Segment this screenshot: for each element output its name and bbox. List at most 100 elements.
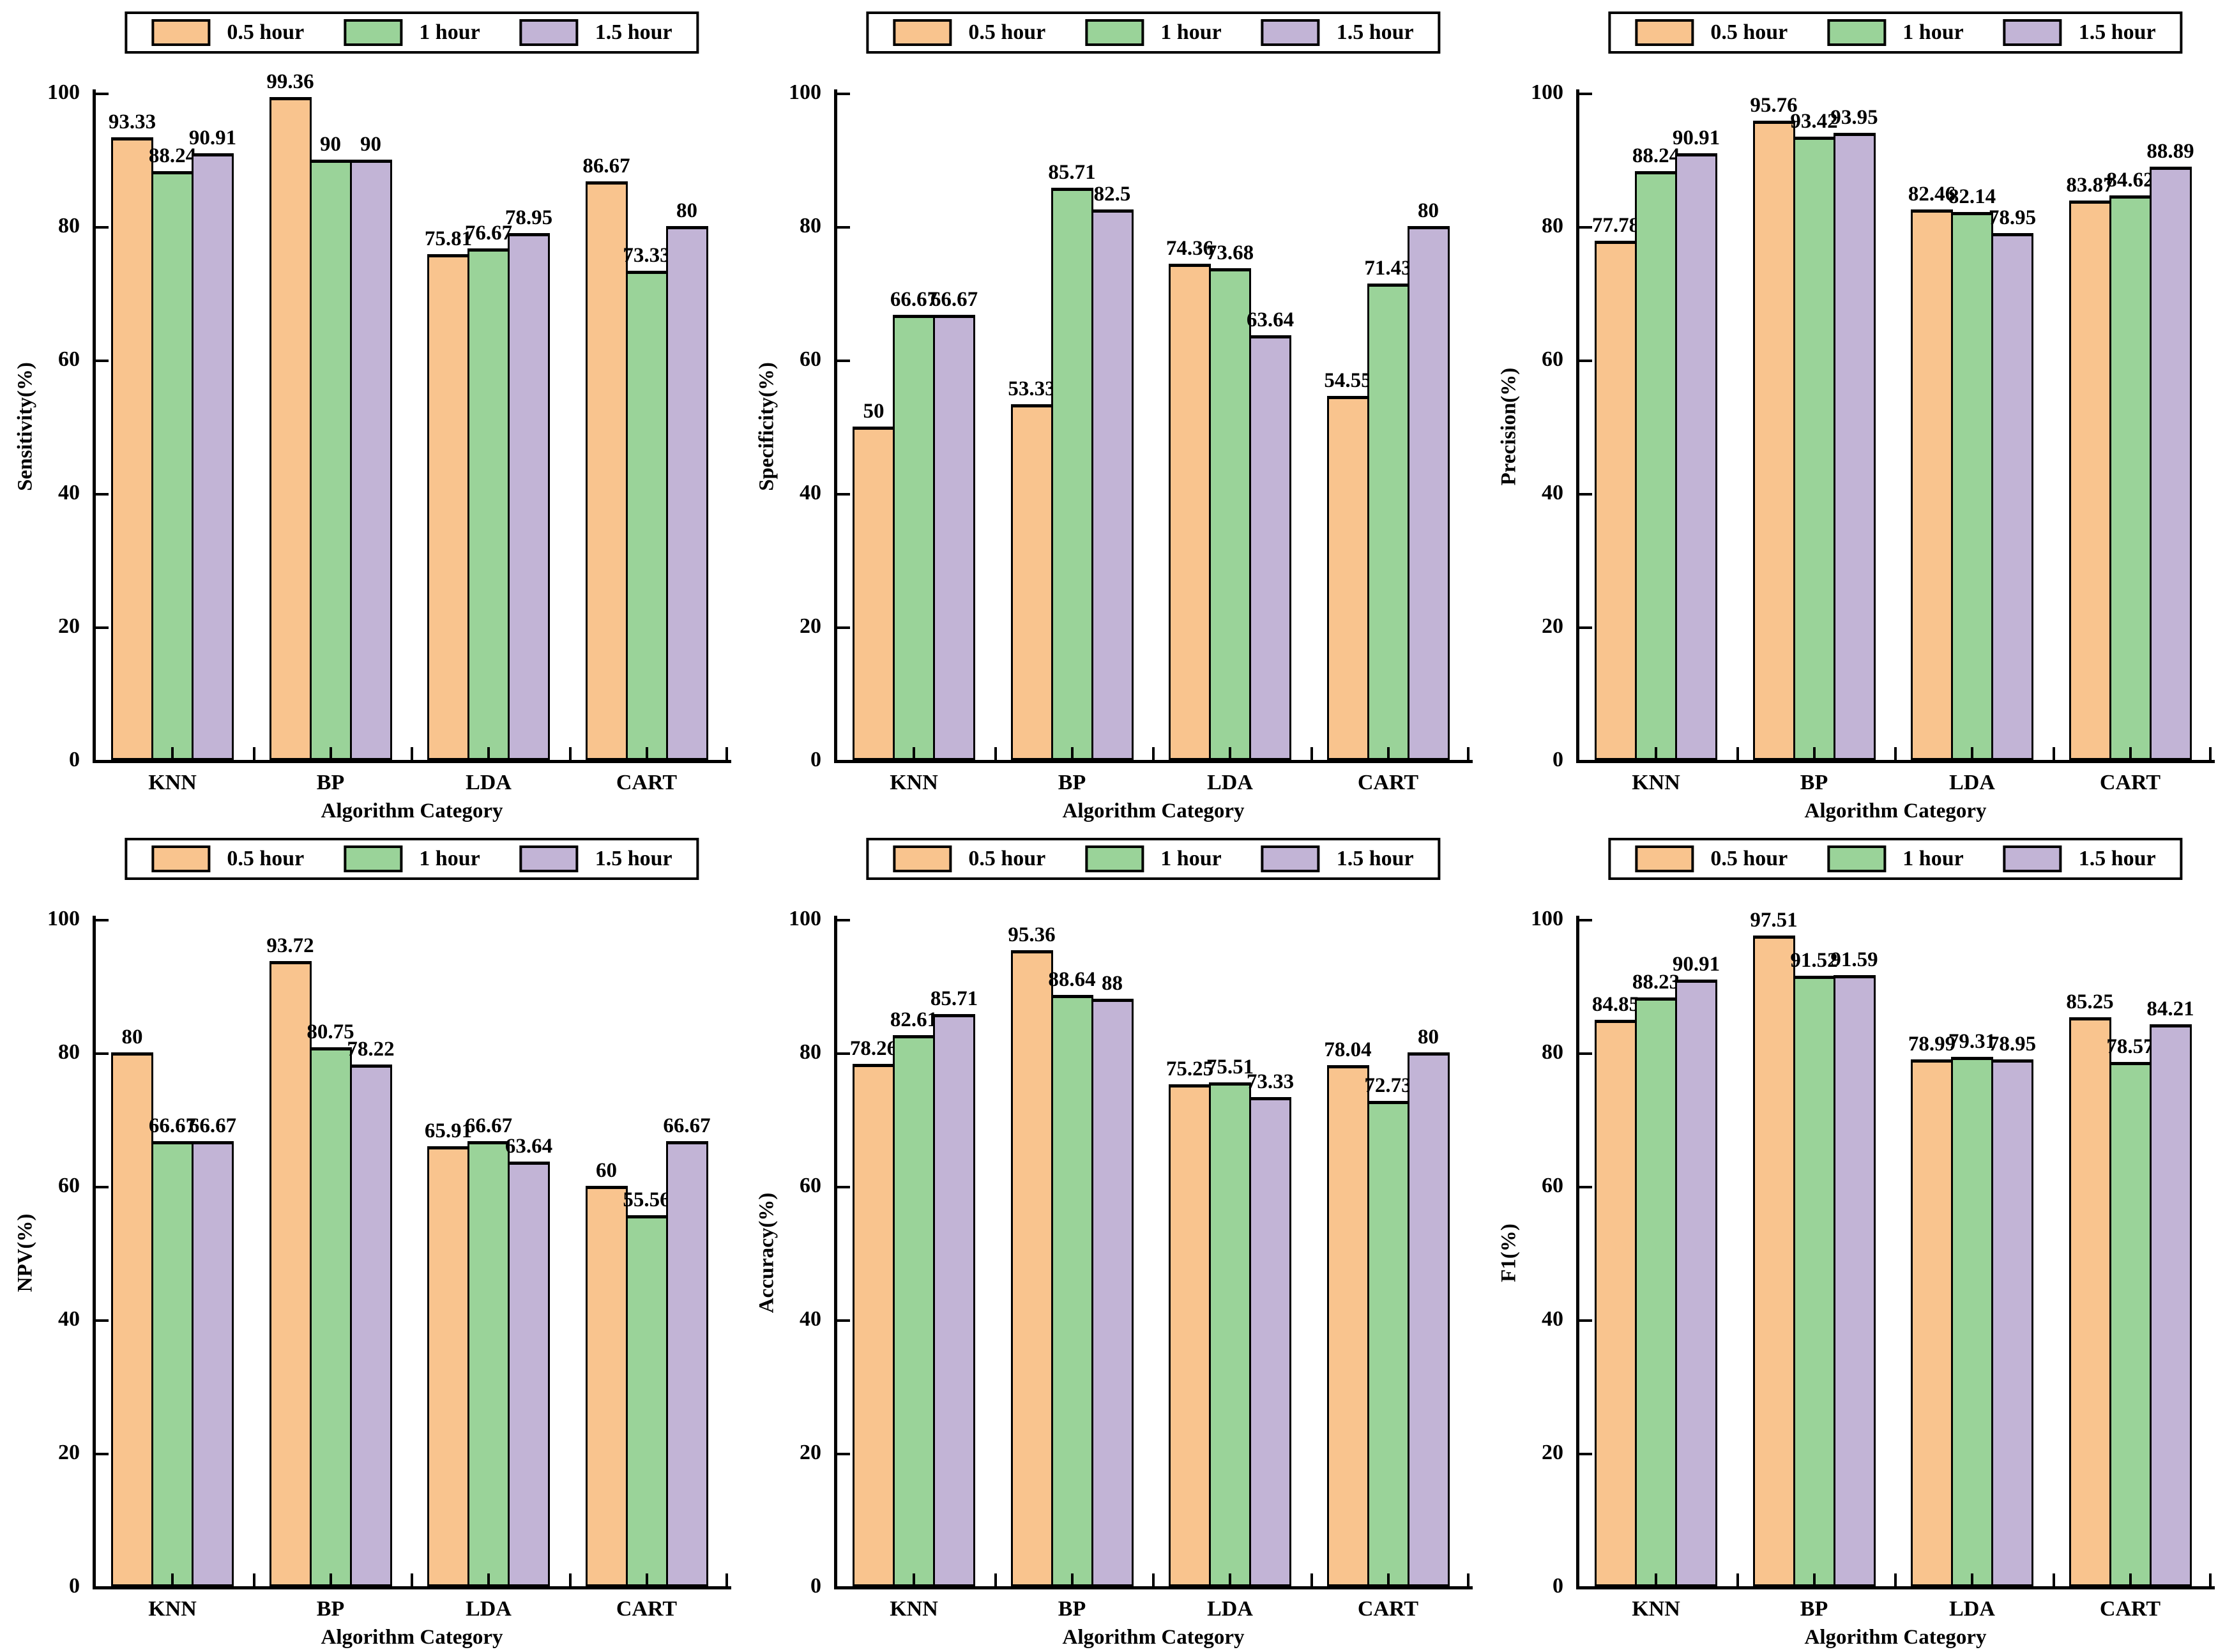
y-tick-label: 0 — [810, 748, 821, 771]
legend-label: 0.5 hour — [968, 847, 1046, 870]
bar-value-label: 72.73 — [1364, 1073, 1412, 1097]
x-tick-mark — [913, 747, 915, 760]
bar-value-label: 63.64 — [505, 1134, 553, 1158]
y-tick-label: 40 — [58, 1307, 80, 1331]
x-tick-label-knn: KNN — [890, 1597, 938, 1621]
y-tick-label: 100 — [47, 80, 80, 104]
y-tick-mark — [1579, 493, 1592, 496]
bar-lda-1.5-hour — [1991, 232, 2033, 760]
x-axis-title: Algorithm Category — [321, 1626, 503, 1649]
y-tick-label: 60 — [800, 1174, 821, 1197]
x-tick-label-cart: CART — [2099, 771, 2161, 794]
legend-label: 1 hour — [419, 20, 480, 44]
bar-value-label: 77.78 — [1591, 214, 1640, 238]
x-tick-mark — [171, 747, 174, 760]
legend-swatch-icon — [1635, 19, 1694, 46]
y-tick-label: 80 — [58, 214, 80, 238]
bar-bp-1-hour — [309, 1047, 352, 1586]
y-axis-title: NPV(%) — [13, 1213, 37, 1292]
legend-item: 1 hour — [344, 19, 480, 46]
bar-value-label: 73.33 — [623, 243, 671, 267]
y-axis-line — [1576, 916, 1579, 1589]
bar-value-label: 74.36 — [1166, 236, 1214, 260]
legend-item: 0.5 hour — [1635, 845, 1788, 872]
y-tick-mark — [837, 626, 850, 629]
y-tick-mark — [1579, 1319, 1592, 1322]
bar-cart-1.5-hour — [665, 226, 708, 760]
bar-knn-1.5-hour — [1675, 153, 1717, 760]
x-tick-label-bp: BP — [1800, 771, 1828, 794]
bar-value-label: 88 — [1102, 972, 1123, 996]
y-tick-label: 80 — [1542, 1040, 1563, 1064]
y-tick-mark — [837, 1186, 850, 1188]
y-tick-mark — [837, 226, 850, 229]
legend-swatch-icon — [344, 19, 403, 46]
chart-accuracy: 0.5 hour 1 hour 1.5 hour Accuracy(%) 0 20 40 60… — [741, 826, 1483, 1652]
bar-value-label: 66.67 — [890, 288, 938, 312]
legend-swatch-icon — [1827, 19, 1887, 46]
bar-lda-1-hour — [1209, 268, 1251, 760]
x-axis-line — [834, 760, 1473, 763]
x-tick-mark — [645, 1573, 648, 1586]
x-tick-mark — [252, 747, 255, 760]
bar-value-label: 78.95 — [1988, 206, 2037, 229]
y-tick-label: 80 — [800, 1040, 821, 1064]
x-tick-mark — [1070, 747, 1074, 760]
x-tick-label-lda: LDA — [466, 771, 512, 794]
x-tick-mark — [1812, 1573, 1816, 1586]
bar-value-label: 84.85 — [1591, 993, 1640, 1017]
y-tick-mark — [1579, 1186, 1592, 1188]
bar-value-label: 78.57 — [2106, 1034, 2154, 1058]
x-tick-label-lda: LDA — [1949, 771, 1995, 794]
bar-value-label: 90.91 — [188, 126, 237, 149]
bar-knn-0.5-hour — [853, 426, 895, 760]
x-tick-label-bp: BP — [316, 771, 345, 794]
legend-swatch-icon — [893, 19, 952, 46]
x-tick-mark — [2209, 1573, 2212, 1586]
legend-label: 1.5 hour — [1336, 20, 1414, 44]
x-tick-label-lda: LDA — [466, 1597, 512, 1621]
legend-swatch-icon — [1261, 845, 1320, 872]
bar-value-label: 78.99 — [1908, 1032, 1956, 1056]
y-tick-mark — [837, 1453, 850, 1455]
bar-value-label: 90.91 — [1672, 126, 1720, 149]
legend-label: 1.5 hour — [2078, 20, 2156, 44]
bar-cart-1.5-hour — [1407, 226, 1450, 760]
legend-item: 0.5 hour — [151, 19, 304, 46]
bar-cart-1-hour — [625, 1215, 668, 1586]
bar-value-label: 82.61 — [890, 1008, 938, 1031]
bar-value-label: 75.81 — [424, 227, 473, 250]
y-tick-label: 40 — [58, 481, 80, 504]
bar-value-label: 73.68 — [1206, 241, 1254, 265]
x-axis-line — [834, 1586, 1473, 1589]
bar-lda-1-hour — [1951, 1057, 1993, 1586]
y-tick-mark — [837, 360, 850, 362]
y-tick-label: 0 — [69, 748, 80, 771]
bar-value-label: 76.67 — [464, 221, 513, 245]
x-tick-label-lda: LDA — [1207, 771, 1253, 794]
x-tick-mark — [994, 747, 997, 760]
y-tick-mark — [1579, 1052, 1592, 1055]
bar-value-label: 80 — [1418, 199, 1439, 222]
bar-lda-0.5-hour — [1911, 209, 1953, 760]
legend-swatch-icon — [344, 845, 403, 872]
y-tick-mark — [96, 1453, 109, 1455]
chart-npv: 0.5 hour 1 hour 1.5 hour NPV(%) 0 20 40 60 80 100… — [0, 826, 741, 1652]
legend-item: 1.5 hour — [1261, 19, 1414, 46]
bar-knn-1.5-hour — [192, 153, 234, 760]
y-tick-label: 20 — [58, 614, 80, 638]
y-tick-label: 100 — [1531, 907, 1563, 930]
bar-cart-1.5-hour — [2149, 1024, 2192, 1586]
x-tick-mark — [252, 1573, 255, 1586]
bar-knn-1-hour — [1635, 997, 1677, 1586]
x-tick-label-bp: BP — [316, 1597, 345, 1621]
x-tick-mark — [1894, 1573, 1897, 1586]
bar-bp-1-hour — [1793, 136, 1835, 760]
y-tick-mark — [96, 360, 109, 362]
bar-value-label: 60 — [596, 1159, 617, 1182]
bar-lda-0.5-hour — [1169, 263, 1211, 760]
x-tick-mark — [329, 1573, 332, 1586]
y-tick-mark — [1579, 919, 1592, 921]
legend-swatch-icon — [151, 19, 211, 46]
legend-item: 1.5 hour — [1261, 845, 1414, 872]
